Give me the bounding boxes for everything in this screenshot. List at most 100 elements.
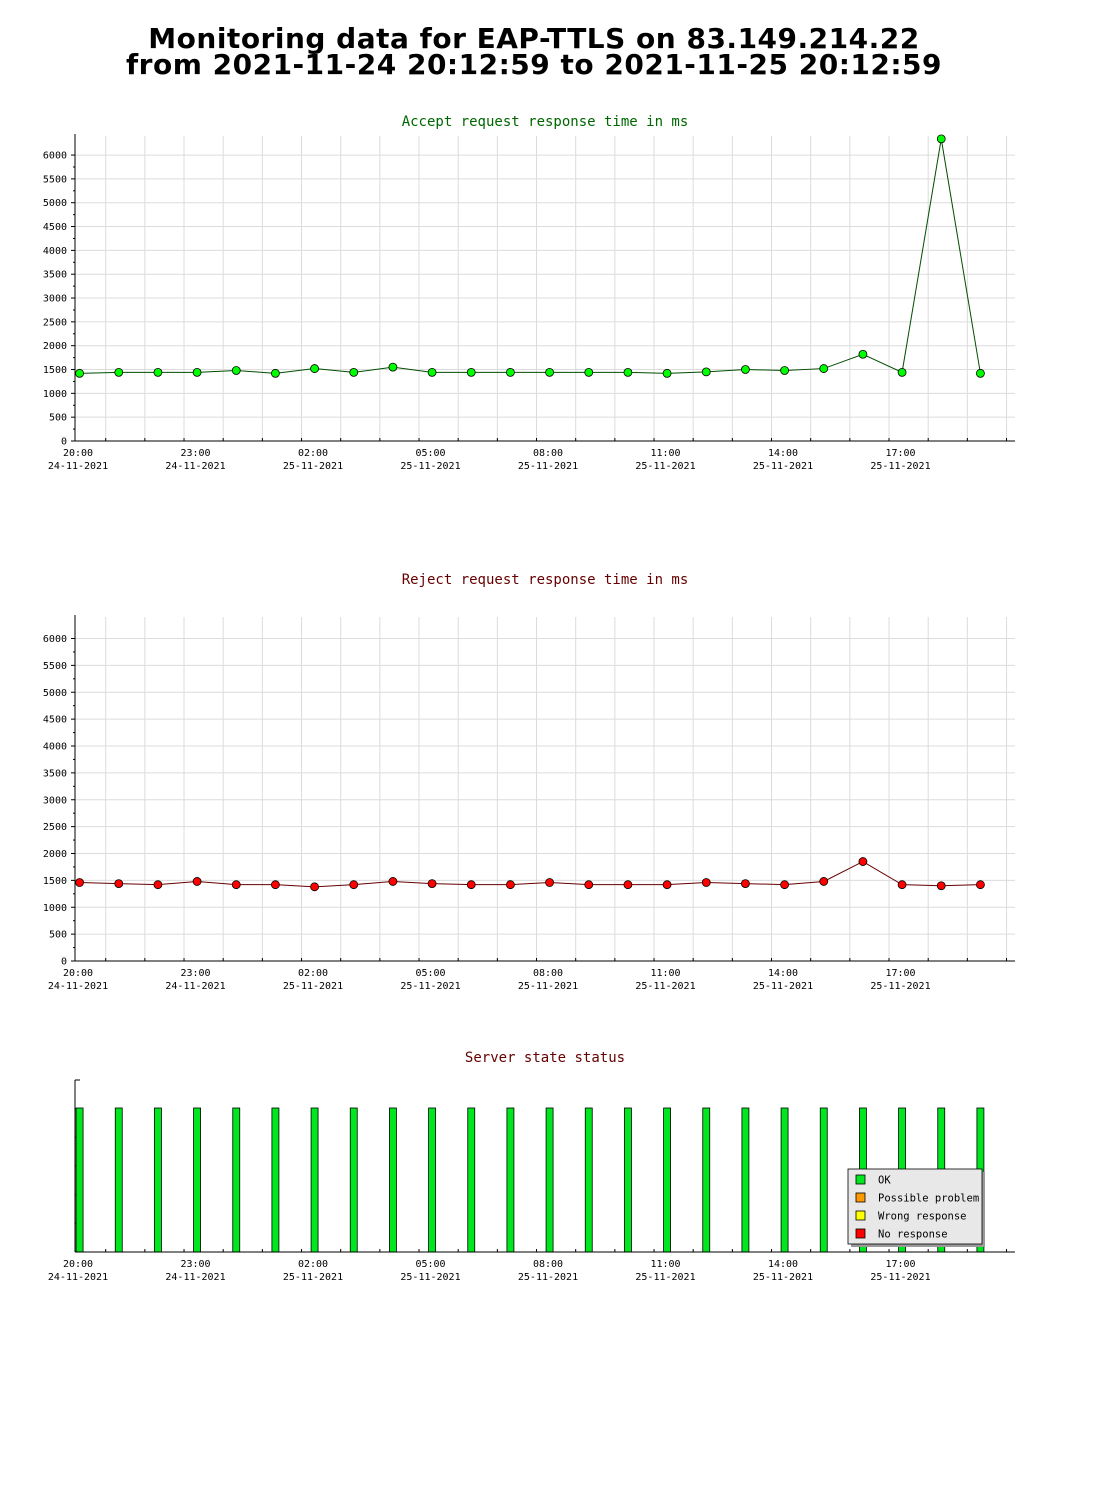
x-tick-time: 23:00: [180, 1259, 210, 1270]
status-bar: [232, 1107, 241, 1253]
y-tick-label: 6000: [43, 634, 67, 645]
data-point: [271, 368, 280, 378]
legend-box: [847, 1168, 983, 1245]
x-tick-time: 20:00: [63, 968, 93, 979]
data-point: [349, 367, 359, 377]
status-bar: [545, 1107, 554, 1253]
x-tick-date: 25-11-2021: [400, 461, 460, 472]
page-title-line-1: Monitoring data for EAP-TTLS on 83.149.2…: [148, 22, 920, 55]
accept-response-chart: Accept request response time in ms 0 500 10…: [43, 114, 1015, 472]
x-tick-date: 24-11-2021: [165, 1272, 225, 1283]
legend-swatch: [855, 1174, 866, 1185]
data-point: [192, 367, 202, 377]
page-title-line-2: from 2021-11-24 20:12:59 to 2021-11-25 2…: [125, 48, 943, 81]
chart-title: Accept request response time in ms: [402, 114, 689, 130]
x-tick-date: 25-11-2021: [753, 461, 813, 472]
x-tick-date: 25-11-2021: [635, 1272, 695, 1283]
data-point: [623, 880, 633, 890]
status-bar: [819, 1107, 828, 1253]
y-tick-label: 0: [61, 957, 67, 968]
x-tick-time: 08:00: [533, 968, 563, 979]
legend-label: Possible problem: [878, 1193, 979, 1205]
data-point: [271, 880, 280, 890]
x-tick-time: 17:00: [885, 1259, 915, 1270]
x-tick-time: 17:00: [885, 448, 915, 459]
y-tick-label: 1000: [43, 389, 67, 400]
y-tick-label: 0: [61, 437, 67, 448]
data-point: [153, 367, 163, 377]
data-point: [858, 857, 868, 866]
legend: OK Possible problem Wrong response No respo…: [847, 1168, 985, 1247]
chart-title: Server state status: [465, 1050, 625, 1066]
x-tick-date: 24-11-2021: [165, 981, 225, 992]
x-tick-time: 14:00: [768, 968, 798, 979]
legend-label: OK: [878, 1175, 891, 1187]
data-point: [388, 877, 398, 886]
data-point: [623, 367, 633, 377]
x-tick-date: 25-11-2021: [283, 1272, 343, 1283]
legend-swatch: [855, 1192, 866, 1203]
y-tick-label: 500: [49, 413, 67, 424]
data-point: [662, 880, 672, 890]
data-point: [310, 364, 319, 373]
data-point: [192, 877, 202, 886]
status-bar: [349, 1107, 358, 1253]
data-point: [114, 879, 124, 889]
x-tick-date: 25-11-2021: [518, 1272, 578, 1283]
x-tick-time: 02:00: [298, 1259, 328, 1270]
y-tick-label: 6000: [43, 151, 67, 162]
y-tick-label: 3000: [43, 795, 67, 806]
y-tick-label: 4000: [43, 246, 67, 257]
server-status-chart: Server state status 20:00 24-11-2021 23:00 2…: [48, 1050, 1015, 1283]
x-tick-time: 02:00: [298, 448, 328, 459]
data-point: [936, 881, 946, 891]
data-point: [741, 365, 750, 374]
data-point: [819, 877, 829, 886]
status-bar: [702, 1107, 711, 1253]
status-bar: [506, 1107, 515, 1253]
x-tick-date: 25-11-2021: [870, 981, 930, 992]
y-tick-label: 4000: [43, 742, 67, 753]
x-tick-date: 25-11-2021: [870, 461, 930, 472]
x-tick-time: 17:00: [885, 968, 915, 979]
y-tick-label: 4500: [43, 715, 67, 726]
data-point: [310, 882, 319, 892]
x-tick-time: 05:00: [415, 968, 445, 979]
data-point: [545, 878, 554, 887]
x-tick-time: 23:00: [180, 448, 210, 459]
x-tick-date: 25-11-2021: [518, 981, 578, 992]
x-tick-time: 05:00: [415, 1259, 445, 1270]
status-bar: [741, 1107, 750, 1253]
legend-swatch: [855, 1228, 866, 1239]
status-bar: [154, 1107, 162, 1253]
x-tick-date: 25-11-2021: [400, 1272, 460, 1283]
x-tick-time: 14:00: [768, 448, 798, 459]
legend-label: No response: [878, 1229, 948, 1241]
x-tick-date: 25-11-2021: [870, 1272, 930, 1283]
y-tick-label: 5500: [43, 661, 67, 672]
data-point: [780, 880, 789, 890]
data-point: [976, 880, 985, 890]
legend-label: Wrong response: [878, 1211, 967, 1223]
x-tick-date: 25-11-2021: [635, 461, 695, 472]
x-tick-date: 24-11-2021: [165, 461, 225, 472]
data-point: [545, 367, 554, 377]
x-tick-time: 20:00: [63, 1259, 93, 1270]
data-point: [976, 368, 985, 378]
y-tick-label: 5000: [43, 198, 67, 209]
data-point: [427, 367, 437, 377]
reject-response-chart: Reject request response time in ms 0 500 10…: [43, 572, 1015, 992]
y-tick-label: 2000: [43, 849, 67, 860]
data-point: [936, 134, 946, 144]
data-point: [349, 880, 359, 890]
data-point: [231, 366, 241, 375]
x-tick-time: 02:00: [298, 968, 328, 979]
data-point: [780, 366, 789, 375]
data-point: [427, 879, 437, 889]
y-tick-label: 3500: [43, 270, 67, 281]
x-tick-time: 20:00: [63, 448, 93, 459]
data-point: [153, 880, 163, 890]
data-point: [741, 879, 750, 889]
x-tick-date: 25-11-2021: [635, 981, 695, 992]
